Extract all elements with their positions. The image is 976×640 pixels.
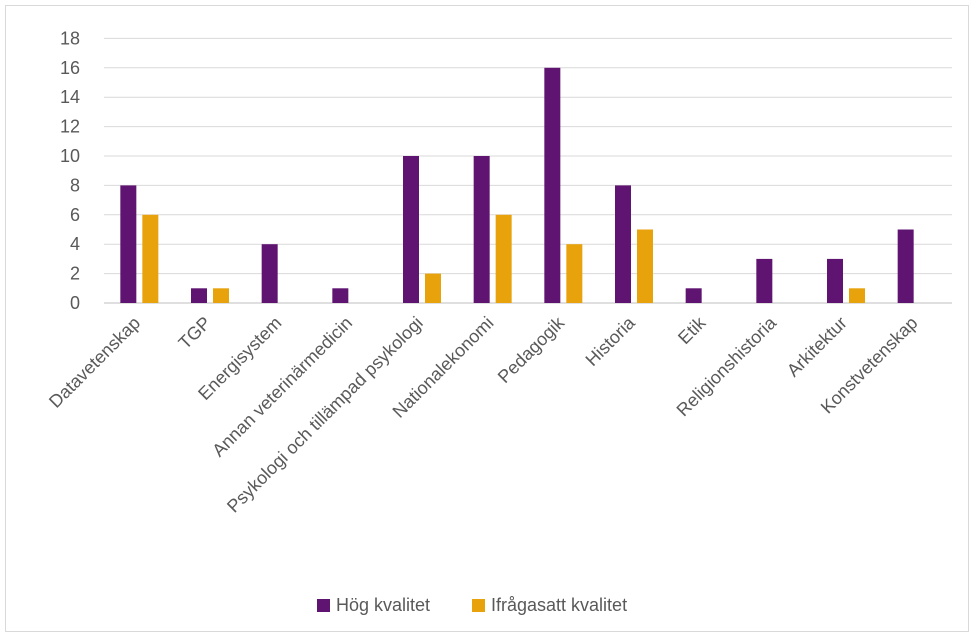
bar-hog-kvalitet bbox=[897, 229, 914, 303]
bar-hog-kvalitet bbox=[403, 156, 419, 303]
y-tick-label: 14 bbox=[60, 87, 80, 107]
bar-hog-kvalitet bbox=[191, 288, 207, 303]
bar-hog-kvalitet bbox=[261, 244, 278, 303]
y-tick-label: 6 bbox=[70, 205, 80, 225]
gridlines bbox=[104, 37, 952, 304]
legend: Hög kvalitet Ifrågasatt kvalitet bbox=[317, 595, 627, 615]
bar-ifragasatt-kvalitet bbox=[637, 229, 653, 303]
y-tick-label: 0 bbox=[70, 293, 80, 313]
bar-hog-kvalitet bbox=[332, 288, 349, 303]
x-tick-label: Annan veterinärmedicin bbox=[208, 313, 356, 461]
legend-swatch-ifragasatt-kvalitet bbox=[472, 599, 485, 612]
legend-swatch-hog-kvalitet bbox=[317, 599, 330, 612]
bar-hog-kvalitet bbox=[473, 156, 490, 303]
legend-label-hog-kvalitet: Hög kvalitet bbox=[336, 595, 430, 615]
bar-hog-kvalitet bbox=[756, 258, 773, 303]
x-tick-label: Etik bbox=[674, 312, 710, 348]
bar-hog-kvalitet bbox=[685, 288, 702, 303]
bar-hog-kvalitet bbox=[615, 185, 631, 303]
chart-area bbox=[5, 5, 969, 632]
x-tick-label: TGP bbox=[175, 313, 215, 353]
bar-ifragasatt-kvalitet bbox=[142, 214, 159, 303]
legend-label-ifragasatt-kvalitet: Ifrågasatt kvalitet bbox=[491, 595, 627, 615]
y-tick-label: 16 bbox=[60, 58, 80, 78]
y-tick-label: 10 bbox=[60, 146, 80, 166]
x-tick-label: Pedagogik bbox=[494, 312, 569, 387]
bar-ifragasatt-kvalitet bbox=[425, 273, 441, 303]
bar-ifragasatt-kvalitet bbox=[213, 288, 229, 303]
x-tick-label: Datavetenskap bbox=[45, 313, 144, 412]
bar-ifragasatt-kvalitet bbox=[495, 214, 512, 303]
bars bbox=[120, 67, 914, 303]
x-tick-label: Historia bbox=[582, 312, 640, 370]
y-tick-label: 4 bbox=[70, 234, 80, 254]
x-tick-label: Arkitektur bbox=[783, 313, 851, 381]
bar-ifragasatt-kvalitet bbox=[566, 244, 583, 303]
bar-hog-kvalitet bbox=[827, 258, 843, 303]
bar-hog-kvalitet bbox=[120, 185, 137, 303]
y-tick-label: 2 bbox=[70, 264, 80, 284]
bar-hog-kvalitet bbox=[544, 67, 561, 303]
y-tick-label: 18 bbox=[60, 28, 80, 48]
bar-ifragasatt-kvalitet bbox=[849, 288, 865, 303]
y-axis-tick-labels: 0 2 4 6 8 10 12 14 16 18 bbox=[60, 28, 80, 313]
y-tick-label: 12 bbox=[60, 117, 80, 137]
y-tick-label: 8 bbox=[70, 175, 80, 195]
